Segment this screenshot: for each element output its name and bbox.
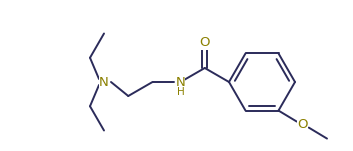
Text: O: O — [298, 118, 308, 131]
Text: H: H — [176, 87, 184, 97]
Text: N: N — [99, 76, 109, 88]
Text: N: N — [176, 77, 185, 90]
Text: O: O — [199, 37, 210, 50]
